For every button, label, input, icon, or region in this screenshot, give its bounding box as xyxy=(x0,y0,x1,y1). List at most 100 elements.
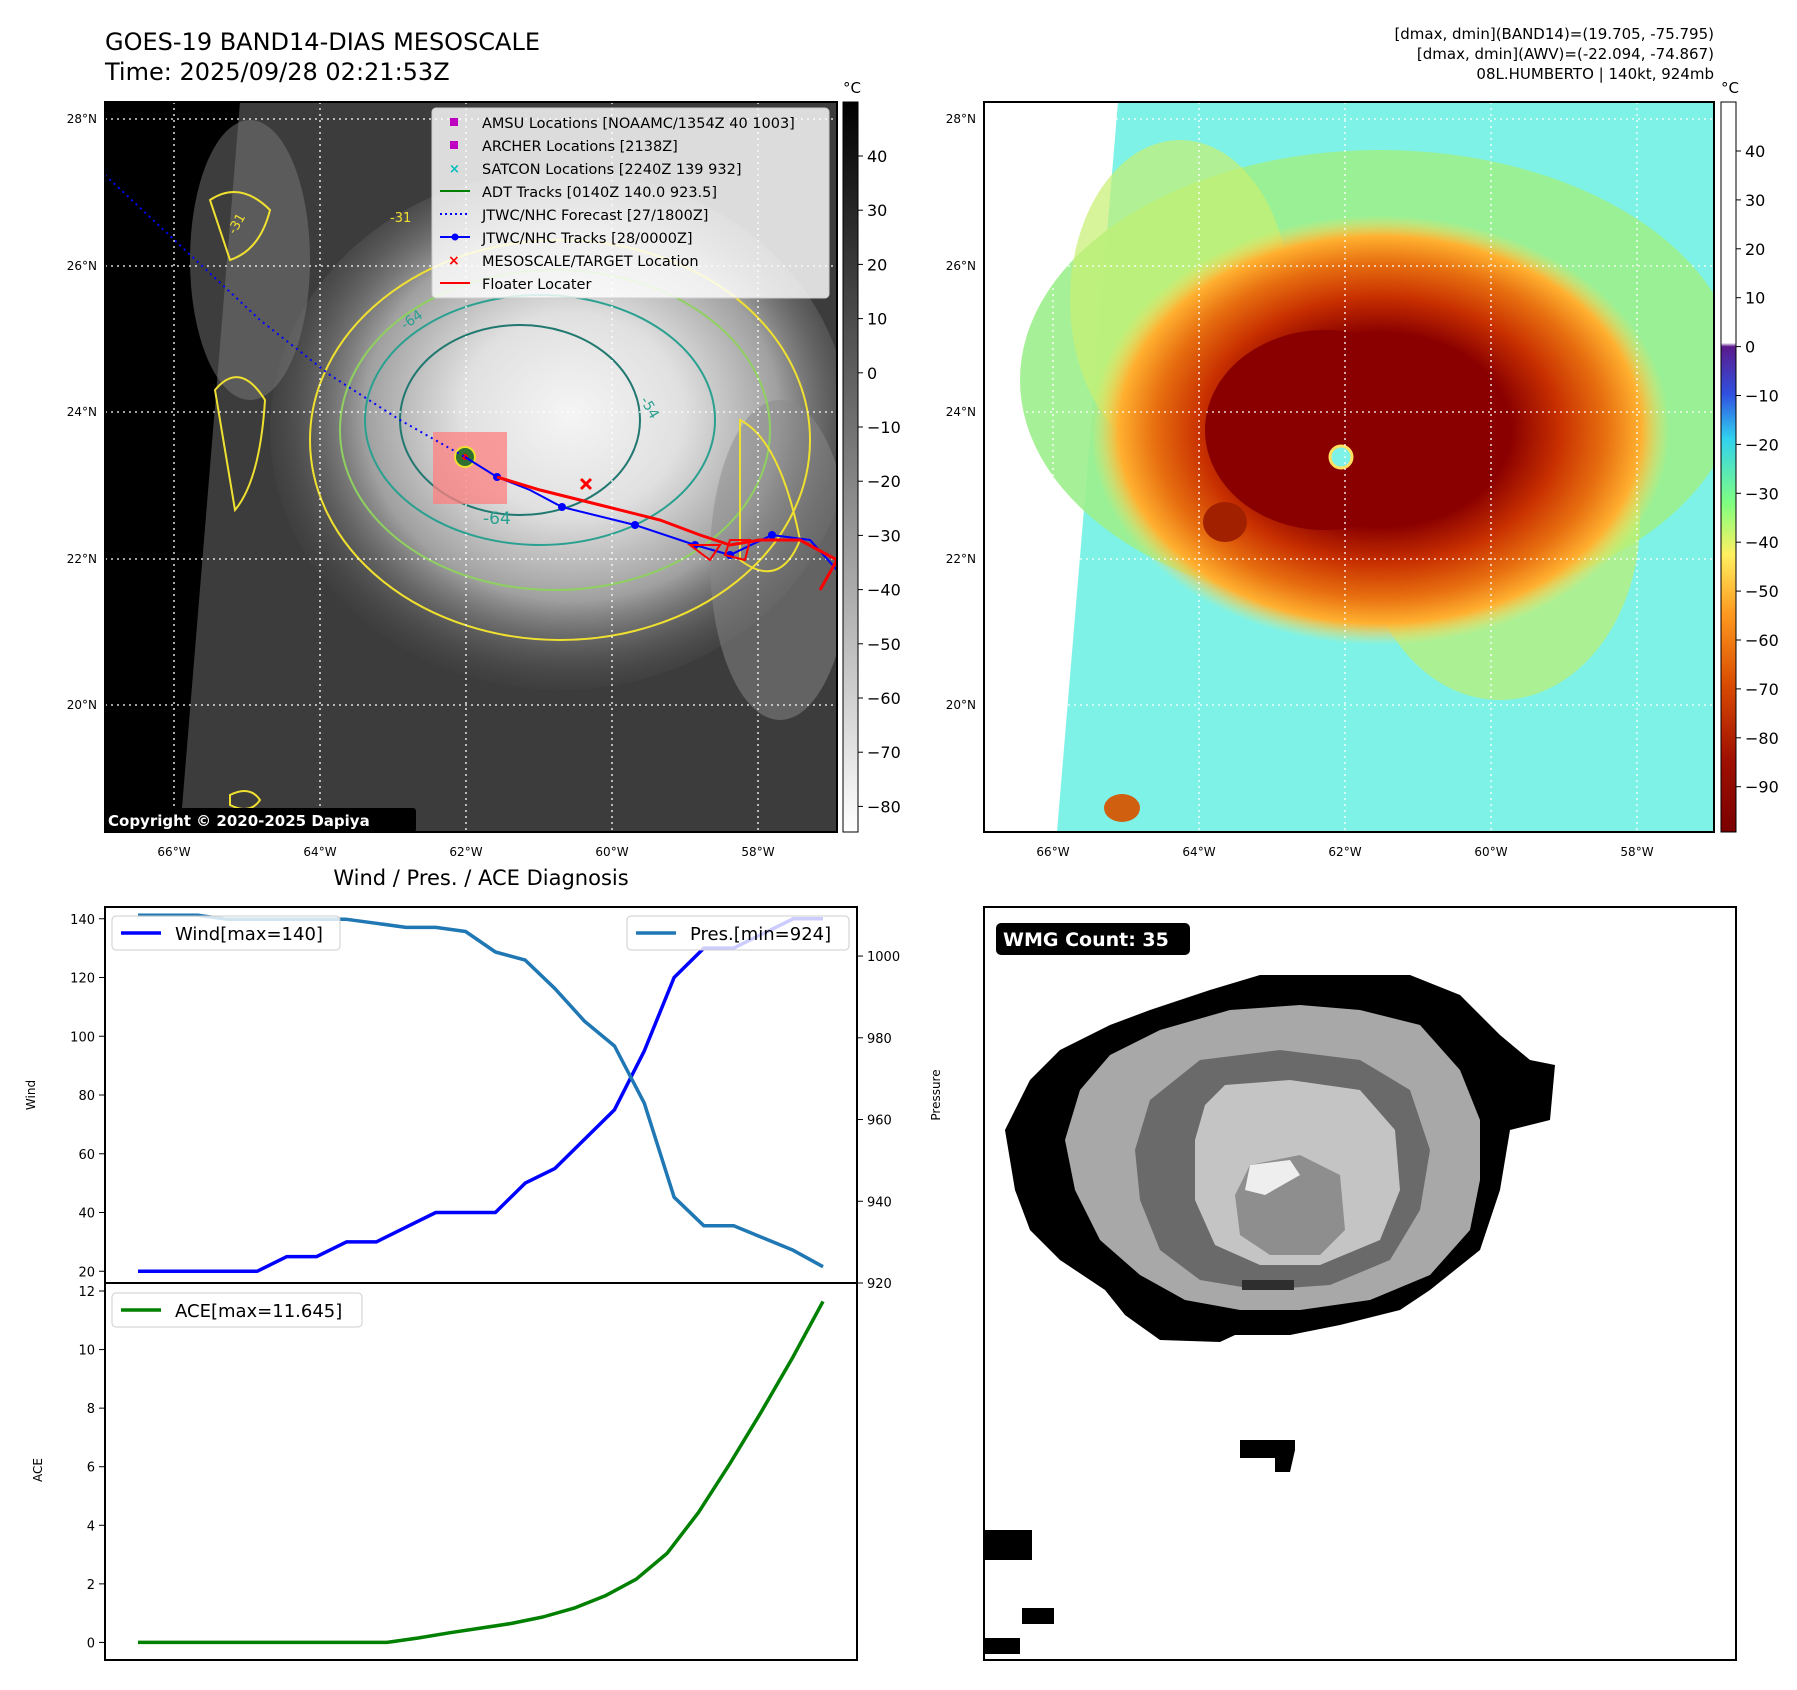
lon-tick: 64°W xyxy=(1182,845,1215,859)
chart-title: Wind / Pres. / ACE Diagnosis xyxy=(333,866,628,890)
legend-amsu-label: AMSU Locations [NOAAMC/1354Z 40 1003] xyxy=(482,116,795,132)
legend-amsu-marker xyxy=(450,118,458,126)
pres-ytick-label: 1000 xyxy=(867,950,900,965)
color-panel: 66°W 64°W 62°W 60°W 58°W 28°N 26°N 24°N … xyxy=(946,79,1779,859)
pres-ylabel: Pressure xyxy=(929,1069,943,1120)
wind-yticks: 20 40 60 80 100 120 140 xyxy=(70,913,105,1280)
lon-tick: 66°W xyxy=(1036,845,1069,859)
ir-panel: -64 -64 -54 -31 -31 AMSU Locations [NOAA… xyxy=(67,79,901,859)
ace-line xyxy=(138,1300,825,1645)
forecast-track xyxy=(105,174,466,458)
ir-colorbar-unit: °C xyxy=(843,79,861,97)
ace-ytick-label: 12 xyxy=(78,1285,95,1300)
color-eye xyxy=(1328,444,1354,470)
colorbar-tick-label: −60 xyxy=(867,689,901,708)
colorbar-tick-label: −60 xyxy=(1745,631,1779,650)
lon-tick: 62°W xyxy=(1328,845,1361,859)
pres-ytick-label: 960 xyxy=(867,1114,892,1129)
pres-legend-box xyxy=(626,915,850,951)
legend-tracks-label: JTWC/NHC Tracks [28/0000Z] xyxy=(481,231,693,247)
lat-tick: 20°N xyxy=(67,698,97,712)
ir-colorbar-ticks: 40 30 20 10 0 −10 −20 −30 −40 −50 −60 −70 −80 xyxy=(858,147,901,816)
lat-tick: 20°N xyxy=(946,698,976,712)
colorbar-tick-label: −80 xyxy=(867,797,901,816)
lon-tick: 64°W xyxy=(303,845,336,859)
wind-ytick-label: 140 xyxy=(70,913,95,928)
pres-ytick-label: 920 xyxy=(867,1277,892,1292)
ir-colorbar xyxy=(842,101,859,833)
ace-ylabel: ACE xyxy=(31,1458,45,1482)
contour-label: -31 xyxy=(390,211,411,226)
info-awv: [dmax, dmin](AWV)=(-22.094, -74.867) xyxy=(1417,45,1714,63)
ir-lon-ticks: 66°W 64°W 62°W 60°W 58°W xyxy=(157,845,774,859)
wind-ytick-label: 60 xyxy=(78,1148,95,1163)
colorbar-tick-label: −80 xyxy=(1745,729,1779,748)
mesoscale-target-box xyxy=(433,432,507,504)
colorbar-tick-label: 0 xyxy=(1745,338,1755,357)
colorbar-tick-label: −30 xyxy=(1745,484,1779,503)
colorbar-tick-label: −70 xyxy=(867,743,901,762)
wind-ytick-label: 120 xyxy=(70,972,95,987)
colorbar-tick-label: 10 xyxy=(867,310,887,329)
contour-label: -64 xyxy=(483,509,511,529)
lon-tick: 60°W xyxy=(595,845,628,859)
colorbar-tick-label: 20 xyxy=(1745,240,1765,259)
lat-tick: 24°N xyxy=(67,405,97,419)
ace-legend-box xyxy=(111,1292,363,1328)
ir-lat-ticks: 28°N 26°N 24°N 22°N 20°N xyxy=(67,112,97,712)
wind-legend-box xyxy=(111,915,341,951)
lat-tick: 26°N xyxy=(67,259,97,273)
color-lon-ticks: 66°W 64°W 62°W 60°W 58°W xyxy=(1036,845,1653,859)
wind-ytick-label: 80 xyxy=(78,1089,95,1104)
figure-title: GOES-19 BAND14-DIAS MESOSCALE xyxy=(105,28,540,56)
lon-tick: 58°W xyxy=(1620,845,1653,859)
colorbar-tick-label: −10 xyxy=(867,418,901,437)
colorbar-tick-label: 0 xyxy=(867,364,877,383)
wmg-blob xyxy=(984,975,1555,1654)
colorbar-tick-label: 30 xyxy=(867,201,887,220)
wind-ytick-label: 40 xyxy=(78,1207,95,1222)
legend-satcon-label: SATCON Locations [2240Z 139 932] xyxy=(482,162,741,178)
wmg-panel: WMG Count: 35 xyxy=(983,906,1737,1661)
wind-legend-label: Wind[max=140] xyxy=(175,924,323,945)
ir-storm-cloud xyxy=(270,170,837,690)
wind-axes-frame xyxy=(104,906,858,1284)
color-frame xyxy=(983,101,1715,833)
wmg-count-label: WMG Count: 35 xyxy=(1003,929,1169,951)
color-lat-ticks: 28°N 26°N 24°N 22°N 20°N xyxy=(946,112,976,712)
colorbar-tick-label: −20 xyxy=(867,472,901,491)
colorbar-tick-label: 40 xyxy=(867,147,887,166)
wind-ytick-label: 100 xyxy=(70,1030,95,1045)
ace-ytick-label: 8 xyxy=(87,1402,95,1417)
ace-yticks: 0 2 4 6 8 10 12 xyxy=(78,1285,105,1651)
colorbar-tick-label: −50 xyxy=(1745,582,1779,601)
color-colorbar-ticks: 40 30 20 10 0 −10 −20 −30 −40 −50 −60 −70 −80 −90 xyxy=(1736,142,1779,797)
ace-ytick-label: 4 xyxy=(87,1519,95,1534)
ace-series-line xyxy=(138,1300,825,1645)
ace-legend-label: ACE[max=11.645] xyxy=(175,1301,342,1322)
legend-target-marker: × xyxy=(448,253,460,269)
legend-floater-label: Floater Locater xyxy=(482,277,591,293)
lat-tick: 24°N xyxy=(946,405,976,419)
wmg-count-badge xyxy=(996,923,1190,955)
figure-time: Time: 2025/09/28 02:21:53Z xyxy=(104,58,450,86)
target-x-marker xyxy=(579,477,593,491)
pres-legend-label: Pres.[min=924] xyxy=(690,924,831,945)
copyright-text: Copyright © 2020-2025 Dapiya xyxy=(108,812,370,830)
pres-yticks: 920 940 960 980 1000 xyxy=(857,950,900,1292)
lat-tick: 28°N xyxy=(946,112,976,126)
legend-target-label: MESOSCALE/TARGET Location xyxy=(482,254,699,270)
lat-tick: 22°N xyxy=(946,552,976,566)
ace-ytick-label: 2 xyxy=(87,1578,95,1593)
color-core xyxy=(1205,330,1445,530)
lat-tick: 22°N xyxy=(67,552,97,566)
color-gridlines xyxy=(984,102,1714,832)
ace-ytick-label: 6 xyxy=(87,1461,95,1476)
colorbar-tick-label: 20 xyxy=(867,255,887,274)
colorbar-tick-label: −10 xyxy=(1745,387,1779,406)
floater-track xyxy=(496,475,837,591)
lon-tick: 58°W xyxy=(741,845,774,859)
pres-ytick-label: 980 xyxy=(867,1032,892,1047)
lat-tick: 26°N xyxy=(946,259,976,273)
